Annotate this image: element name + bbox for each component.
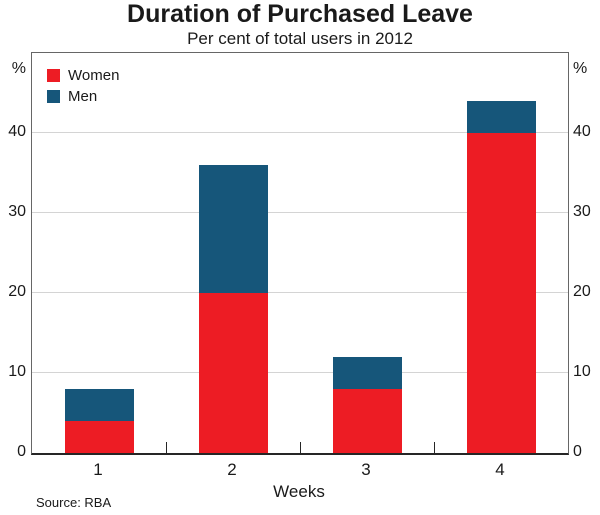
bar-stack-week-2 (198, 165, 268, 453)
y-tick-ytick-left-40: 40 (8, 123, 26, 140)
gridline-30 (32, 212, 568, 213)
bar-segment-women-week-2 (198, 293, 268, 453)
y-tick-ytick-left-10: 10 (8, 363, 26, 380)
y-tick-ytick-left-0: 0 (17, 443, 26, 460)
legend-item-women: Women (47, 65, 119, 86)
x-axis-boundary-tick-3 (434, 442, 435, 453)
bar-segment-men-week-4 (466, 101, 536, 133)
y-tick-ytick-right-10: 10 (573, 363, 591, 380)
x-tick-label-3: 3 (361, 460, 371, 479)
bar-stack-week-4 (466, 101, 536, 453)
y-tick-ytick-right-30: 30 (573, 203, 591, 220)
legend-item-men: Men (47, 86, 119, 107)
y-axis-unit-right: % (573, 60, 588, 77)
x-axis-boundary-tick-2 (300, 442, 301, 453)
y-tick-ytick-right-0: 0 (573, 443, 582, 460)
x-axis-title: Weeks (273, 482, 325, 501)
chart-subtitle: Per cent of total users in 2012 (187, 29, 413, 48)
legend: Women Men (47, 65, 119, 107)
x-tick-label-4: 4 (495, 460, 505, 479)
bar-segment-men-week-2 (198, 165, 268, 293)
gridline-20 (32, 292, 568, 293)
y-tick-ytick-right-20: 20 (573, 283, 591, 300)
legend-label-women: Women (68, 67, 120, 84)
bar-stack-week-1 (64, 389, 134, 453)
bar-stack-week-3 (332, 357, 402, 453)
plot-area: Women Men (31, 52, 569, 455)
y-tick-ytick-left-30: 30 (8, 203, 26, 220)
y-tick-ytick-left-20: 20 (8, 283, 26, 300)
y-tick-ytick-right-40: 40 (573, 123, 591, 140)
x-tick-label-2: 2 (227, 460, 237, 479)
bar-segment-women-week-1 (64, 421, 134, 453)
bar-segment-men-week-1 (64, 389, 134, 421)
bar-segment-women-week-3 (332, 389, 402, 453)
x-tick-label-1: 1 (93, 460, 103, 479)
x-axis-boundary-tick-1 (166, 442, 167, 453)
chart-title: Duration of Purchased Leave (127, 0, 473, 28)
legend-swatch-men (47, 90, 60, 103)
gridline-40 (32, 132, 568, 133)
bar-segment-men-week-3 (332, 357, 402, 389)
bar-segment-women-week-4 (466, 133, 536, 453)
y-axis-unit-left: % (11, 60, 26, 77)
gridline-10 (32, 372, 568, 373)
legend-label-men: Men (68, 88, 98, 105)
source-note: Source: RBA (36, 495, 112, 510)
legend-swatch-women (47, 69, 60, 82)
